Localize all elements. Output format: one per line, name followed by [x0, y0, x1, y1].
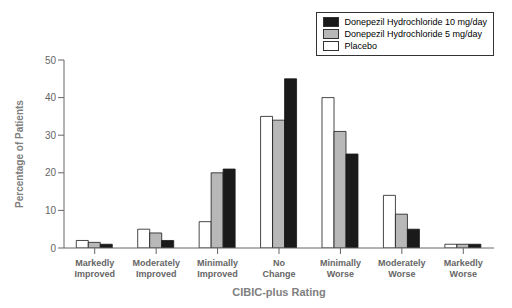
svg-text:ModeratelyWorse: ModeratelyWorse — [378, 258, 426, 279]
svg-text:MinimallyImproved: MinimallyImproved — [197, 258, 238, 279]
svg-text:20: 20 — [45, 167, 57, 178]
svg-text:50: 50 — [45, 55, 57, 66]
svg-text:MarkedlyWorse: MarkedlyWorse — [444, 258, 483, 279]
html-text:Donepezil Hydrochloride 10 mg/: Donepezil Hydrochloride 10 mg/day — [344, 17, 487, 27]
svg-text:MarkedlyImproved: MarkedlyImproved — [74, 258, 115, 279]
svg-text:40: 40 — [45, 92, 57, 103]
svg-text:0: 0 — [50, 243, 56, 254]
svg-text:30: 30 — [45, 130, 57, 141]
html-text:Donepezil Hydrochloride 5 mg/d: Donepezil Hydrochloride 5 mg/day — [344, 29, 482, 39]
html-text:Placebo: Placebo — [344, 41, 377, 51]
svg-text:10: 10 — [45, 205, 57, 216]
svg-text:Percentage of Patients: Percentage of Patients — [14, 100, 25, 208]
svg-text:MinimallyWorse: MinimallyWorse — [320, 258, 361, 279]
svg-text:ModeratelyImproved: ModeratelyImproved — [132, 258, 180, 279]
svg-text:CIBIC-plus Rating: CIBIC-plus Rating — [232, 286, 326, 298]
svg-text:NoChange: NoChange — [262, 258, 295, 279]
